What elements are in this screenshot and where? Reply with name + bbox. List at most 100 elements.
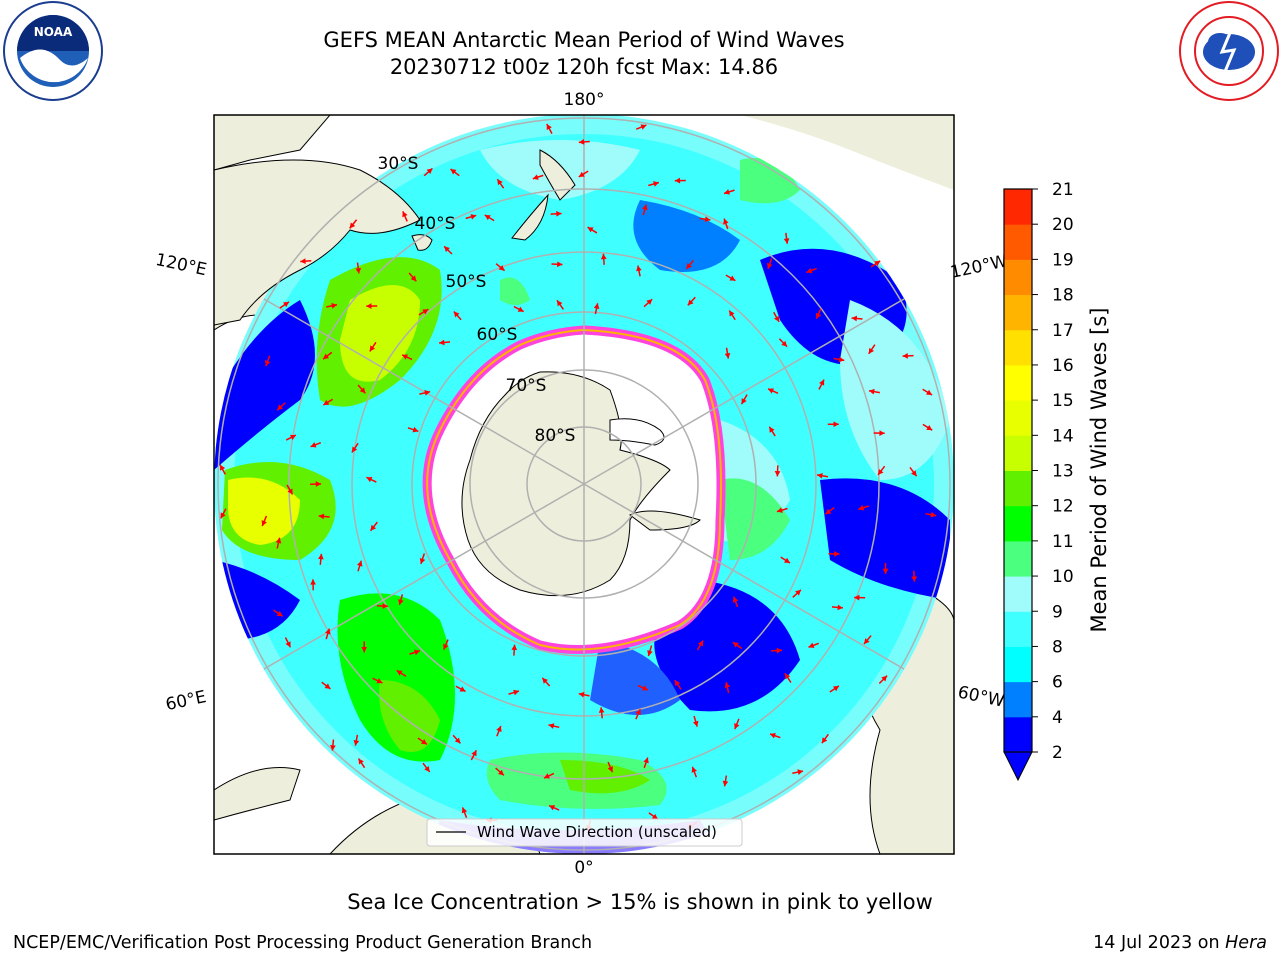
lon-label-180: 180°: [564, 90, 605, 110]
wave-arrow-head: [795, 589, 801, 596]
wave-arrow-head: [517, 306, 524, 312]
wave-arrow-head: [723, 218, 729, 225]
wave-arrow-head: [636, 265, 642, 272]
svg-text:NOAA: NOAA: [34, 25, 73, 39]
wave-arrow-head: [220, 512, 226, 519]
wave-arrow-head: [324, 683, 331, 689]
chart-title: GEFS MEAN Antarctic Mean Period of Wind …: [323, 28, 845, 52]
wave-arrow-head: [453, 311, 460, 318]
wave-arrow-head: [902, 352, 908, 359]
colorbar: 2 4 6 8 9 10 11 12 13 14 15 16 17 18 19 20 21 Mean Perio…: [1003, 180, 1111, 782]
ross-ice-shelf: [609, 418, 665, 446]
wave-arrow-head: [402, 354, 408, 360]
graticule: [217, 115, 951, 854]
colorbar-extend-arrow: [1003, 751, 1033, 782]
wave-arrow-head: [450, 169, 457, 175]
wave-arrow-head: [833, 421, 839, 428]
wave-arrow-head: [454, 737, 461, 744]
wave-arrow-head: [598, 707, 605, 713]
wave-arrow-head: [640, 124, 647, 130]
wave-arrow-head: [741, 398, 747, 405]
wave-arrow-head: [653, 181, 659, 187]
colorbar-segment: [1004, 470, 1032, 507]
lat-label-80s: 80°S: [535, 426, 576, 446]
colorbar-segment: [1004, 364, 1032, 401]
wave-arrow-head: [376, 678, 383, 684]
lat-label-40s: 40°S: [415, 214, 456, 234]
colorbar-tick-label: 21: [1052, 180, 1074, 200]
lat-label-50s: 50°S: [446, 272, 487, 292]
wave-arrow-head: [497, 179, 503, 186]
colorbar-segment: [1004, 294, 1032, 331]
lon-label-120w: 120°W: [949, 251, 1010, 283]
wave-arrow-head: [819, 379, 825, 386]
wave-arrow-head: [881, 675, 888, 682]
footer-date-text: 14 Jul 2023 on: [1093, 933, 1226, 953]
lon-label-120e: 120°E: [154, 250, 209, 280]
wave-arrow-head: [351, 446, 358, 453]
wave-arrow-head: [858, 505, 865, 511]
wave-arrow-head: [930, 511, 937, 518]
tasmania: [411, 234, 433, 251]
colorbar-segment: [1004, 329, 1032, 366]
wave-arrow-head: [724, 352, 731, 359]
wave-arrow-head: [484, 214, 491, 221]
wave-arrow-head: [532, 174, 539, 180]
colorbar-segment: [1004, 505, 1032, 542]
wave-arrow-head: [557, 300, 563, 307]
wave-arrow-head: [773, 315, 780, 322]
wave-arrow-head: [635, 709, 641, 716]
new-zealand: [511, 149, 576, 241]
wave-arrow-head: [879, 430, 885, 437]
wave-arrow-head: [674, 177, 681, 184]
colorbar-tick-label: 14: [1052, 426, 1074, 446]
colorbar-segment: [1004, 400, 1032, 436]
footer-date: 14 Jul 2023 on Hera: [1093, 933, 1267, 953]
wave-arrow-head: [325, 628, 331, 635]
wave-arrow-head: [323, 399, 330, 406]
wave-arrow-head: [578, 691, 585, 698]
wave-arrow-head: [911, 576, 918, 582]
wave-arrow-head: [732, 596, 739, 603]
wave-arrow-head: [837, 604, 843, 611]
wave-arrow-head: [513, 689, 520, 696]
wave-arrow-head: [277, 404, 283, 411]
colorbar-segment: [1004, 259, 1032, 296]
wave-arrow-head: [734, 723, 740, 730]
wave-arrow-head: [424, 390, 431, 396]
wave-arrow-head: [421, 738, 427, 745]
wave-arrow-head: [556, 210, 562, 217]
wave-arrow-head: [729, 310, 735, 317]
wave-arrow-head: [366, 303, 372, 309]
wave-arrow-head: [261, 520, 267, 527]
wave-arrow-head: [283, 301, 290, 308]
wave-arrow-head: [370, 524, 377, 531]
wave-arrow-head: [878, 468, 884, 475]
australia: [214, 159, 421, 326]
colorbar-tick-label: 15: [1052, 391, 1074, 411]
colorbar-tick-label: 6: [1052, 673, 1063, 693]
wave-arrow-head: [926, 424, 933, 431]
wave-arrow-head: [412, 426, 419, 433]
wave-arrow-head: [784, 557, 791, 564]
colorbar-segment: [1004, 540, 1032, 577]
colorbar-label: Mean Period of Wind Waves [s]: [1087, 308, 1111, 633]
wave-arrow-head: [424, 765, 430, 772]
wave-arrow-head: [911, 470, 917, 477]
antarctic-peninsula: [629, 510, 701, 531]
legend-label: Wind Wave Direction (unscaled): [477, 823, 717, 841]
wave-arrow-head: [808, 642, 815, 649]
wave-arrow-head: [578, 171, 585, 177]
wave-arrow-head: [426, 168, 433, 175]
wave-arrow-head: [443, 643, 449, 650]
wave-arrow-head: [769, 733, 776, 739]
wave-arrow-head: [361, 647, 368, 653]
wave-arrow-head: [868, 388, 875, 395]
wave-arrow-head: [366, 476, 373, 483]
colorbar-tick-label: 4: [1052, 708, 1063, 728]
wave-arrow-head: [797, 769, 804, 775]
wave-arrow-head: [821, 737, 828, 744]
colorbar-segment: [1004, 435, 1032, 471]
wave-arrow-head: [557, 261, 563, 268]
